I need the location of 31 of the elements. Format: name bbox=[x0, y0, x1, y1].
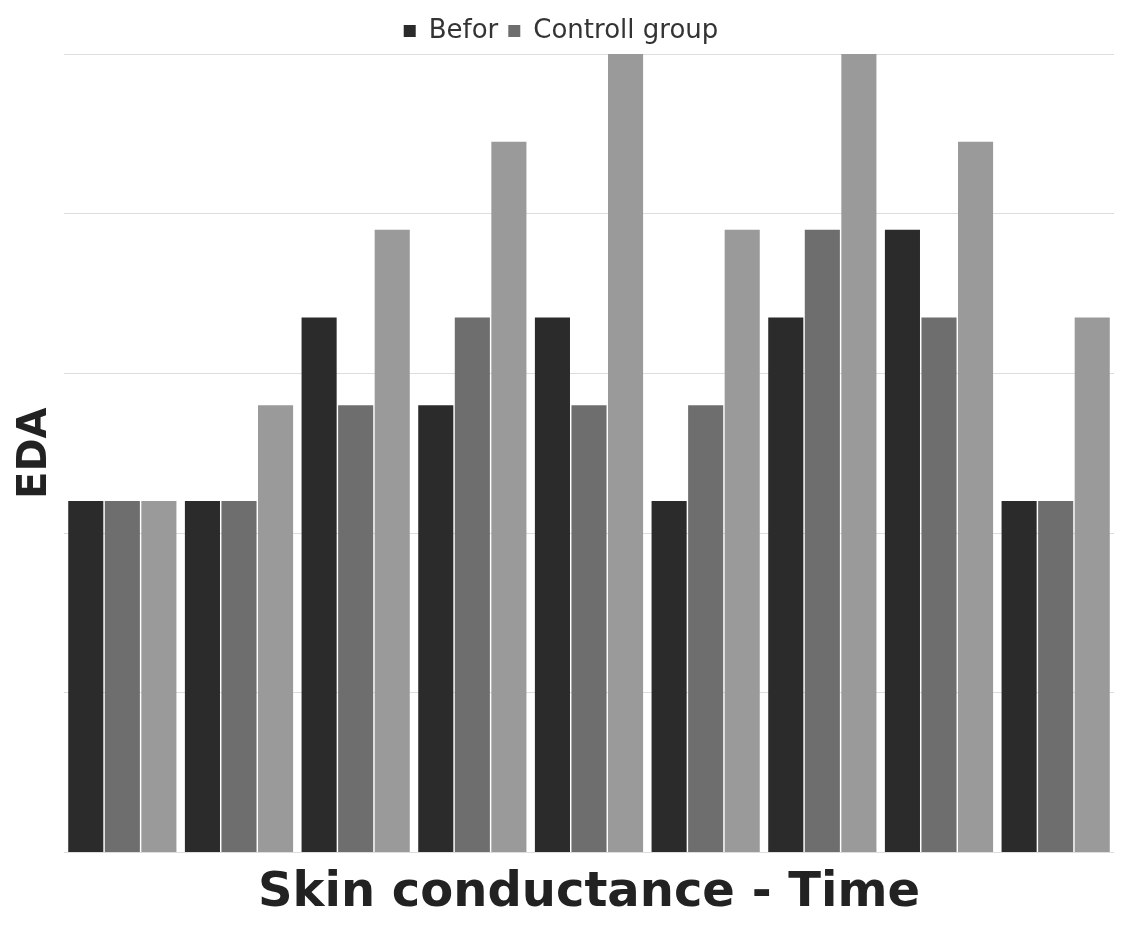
bar bbox=[921, 317, 957, 852]
bar bbox=[68, 501, 104, 852]
bar bbox=[258, 405, 294, 852]
bar bbox=[534, 317, 570, 852]
legend-label: Befor bbox=[428, 13, 499, 44]
bar bbox=[418, 405, 454, 852]
bar bbox=[1001, 501, 1037, 852]
bar bbox=[724, 229, 760, 852]
bar bbox=[768, 317, 804, 852]
bar bbox=[804, 229, 840, 852]
bar bbox=[958, 141, 994, 852]
bar bbox=[184, 501, 220, 852]
bar bbox=[104, 501, 140, 852]
bar bbox=[608, 54, 644, 852]
bar bbox=[491, 141, 527, 852]
bar bbox=[884, 229, 920, 852]
bar bbox=[374, 229, 410, 852]
legend-label: Controll group bbox=[533, 13, 719, 44]
bar bbox=[841, 54, 877, 852]
bar bbox=[688, 405, 724, 852]
bar bbox=[141, 501, 177, 852]
bar bbox=[651, 501, 687, 852]
bar bbox=[454, 317, 490, 852]
bar bbox=[338, 405, 374, 852]
bar bbox=[301, 317, 337, 852]
x-axis-title: Skin conductance - Time bbox=[257, 860, 921, 917]
bar bbox=[571, 405, 607, 852]
y-axis-title: EDA bbox=[9, 407, 56, 499]
bar bbox=[1074, 317, 1110, 852]
bar bbox=[221, 501, 257, 852]
bar bbox=[1038, 501, 1074, 852]
